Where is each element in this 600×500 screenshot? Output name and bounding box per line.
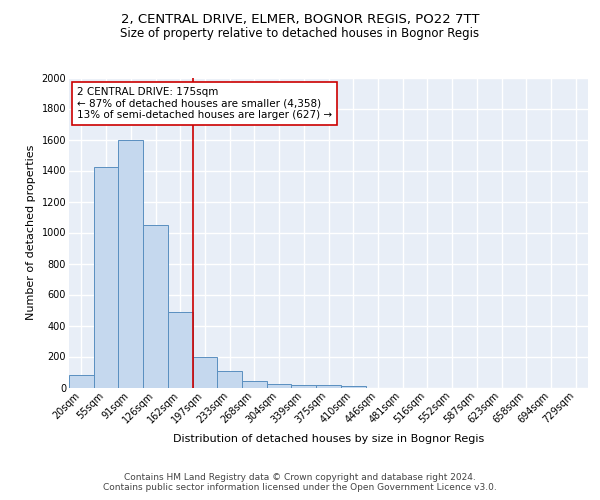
- Bar: [168, 312, 193, 388]
- Bar: [217, 371, 242, 388]
- Bar: [292, 385, 316, 388]
- Bar: [69, 375, 94, 388]
- Bar: [143, 225, 168, 388]
- Text: Size of property relative to detached houses in Bognor Regis: Size of property relative to detached ho…: [121, 28, 479, 40]
- Bar: [341, 386, 365, 388]
- Bar: [94, 168, 118, 388]
- Bar: [316, 385, 341, 388]
- Y-axis label: Number of detached properties: Number of detached properties: [26, 145, 36, 320]
- Bar: [193, 356, 217, 388]
- Bar: [242, 380, 267, 388]
- Bar: [118, 140, 143, 388]
- Text: Contains HM Land Registry data © Crown copyright and database right 2024.
Contai: Contains HM Land Registry data © Crown c…: [103, 473, 497, 492]
- X-axis label: Distribution of detached houses by size in Bognor Regis: Distribution of detached houses by size …: [173, 434, 484, 444]
- Text: 2, CENTRAL DRIVE, ELMER, BOGNOR REGIS, PO22 7TT: 2, CENTRAL DRIVE, ELMER, BOGNOR REGIS, P…: [121, 12, 479, 26]
- Bar: [267, 384, 292, 388]
- Text: 2 CENTRAL DRIVE: 175sqm
← 87% of detached houses are smaller (4,358)
13% of semi: 2 CENTRAL DRIVE: 175sqm ← 87% of detache…: [77, 87, 332, 120]
